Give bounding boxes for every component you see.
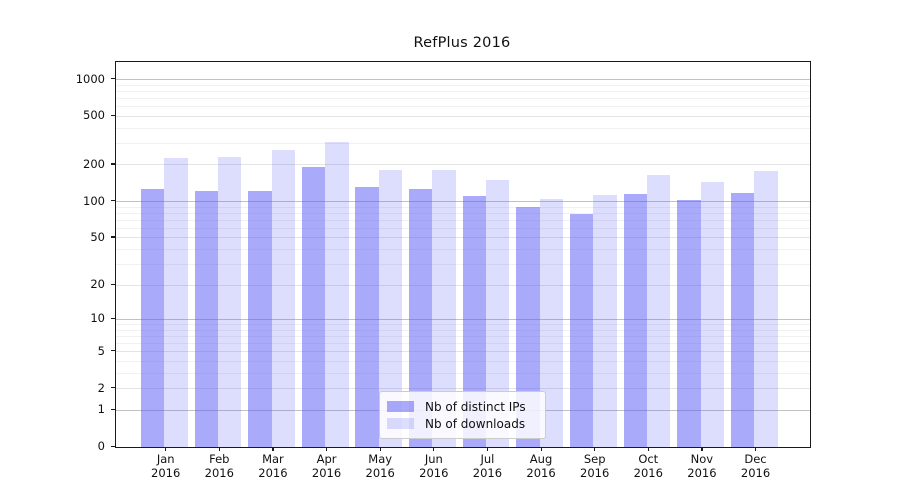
y-tick-mark-100 bbox=[110, 200, 115, 202]
x-tick-mark-oct bbox=[647, 447, 649, 451]
bar-ips-aug bbox=[516, 207, 540, 447]
gridline-y-500 bbox=[116, 115, 810, 117]
x-tick-label-jul: Jul 2016 bbox=[472, 452, 503, 480]
legend-swatch-downloads-icon bbox=[387, 418, 414, 429]
bar-downloads-dec bbox=[754, 170, 778, 447]
legend-item-distinct-ips: Nb of distinct IPs bbox=[387, 398, 537, 415]
legend: Nb of distinct IPs Nb of downloads bbox=[379, 391, 546, 439]
x-tick-label-may: May 2016 bbox=[365, 452, 395, 480]
gridline-y-400 bbox=[116, 127, 810, 129]
y-tick-mark-50 bbox=[110, 236, 115, 238]
y-tick-label-1: 1 bbox=[97, 402, 105, 417]
y-tick-label-10: 10 bbox=[90, 311, 105, 326]
x-tick-mark-sep bbox=[594, 447, 596, 451]
x-tick-label-jun: Jun 2016 bbox=[419, 452, 449, 480]
bar-ips-sep bbox=[569, 213, 594, 447]
y-tick-mark-1000 bbox=[110, 78, 115, 80]
x-tick-mark-feb bbox=[218, 447, 220, 451]
x-tick-label-nov: Nov 2016 bbox=[687, 452, 717, 480]
x-tick-label-aug: Aug 2016 bbox=[526, 452, 556, 480]
y-tick-mark-200 bbox=[110, 163, 115, 165]
x-tick-label-mar: Mar 2016 bbox=[258, 452, 288, 480]
bar-downloads-sep bbox=[593, 195, 617, 447]
bar-ips-jul bbox=[462, 196, 487, 447]
x-tick-label-feb: Feb 2016 bbox=[204, 452, 234, 480]
y-tick-mark-5 bbox=[110, 350, 115, 352]
x-tick-mark-dec bbox=[755, 447, 757, 451]
legend-label-ips: Nb of distinct IPs bbox=[425, 399, 526, 414]
gridline-y-600 bbox=[116, 106, 810, 108]
bar-downloads-oct bbox=[646, 175, 671, 447]
y-tick-mark-1 bbox=[110, 408, 115, 410]
bar-ips-mar bbox=[248, 190, 272, 447]
bar-ips-feb bbox=[194, 191, 218, 447]
bar-ips-may bbox=[355, 187, 379, 447]
bar-ips-jun bbox=[409, 188, 433, 447]
bar-ips-oct bbox=[623, 193, 647, 447]
y-tick-label-0: 0 bbox=[97, 439, 105, 453]
gridline-y-700 bbox=[116, 97, 810, 99]
x-tick-label-apr: Apr 2016 bbox=[311, 452, 342, 480]
gridline-y-200 bbox=[116, 164, 810, 166]
chart-title: RefPlus 2016 bbox=[413, 35, 511, 51]
bar-downloads-may bbox=[378, 170, 403, 447]
y-tick-mark-2 bbox=[110, 387, 115, 389]
x-tick-mark-mar bbox=[272, 447, 274, 451]
bar-downloads-apr bbox=[325, 141, 349, 447]
x-tick-mark-aug bbox=[540, 447, 542, 451]
plot-area: Nb of distinct IPs Nb of downloads bbox=[115, 61, 811, 448]
gridline-y-900 bbox=[116, 84, 810, 86]
y-tick-mark-20 bbox=[110, 283, 115, 285]
bar-ips-apr bbox=[301, 166, 326, 447]
bar-ips-jan bbox=[141, 188, 165, 447]
y-tick-label-50: 50 bbox=[90, 229, 105, 244]
y-tick-mark-10 bbox=[110, 317, 115, 320]
legend-label-downloads: Nb of downloads bbox=[425, 416, 526, 431]
y-tick-label-20: 20 bbox=[90, 277, 105, 292]
y-tick-label-2: 2 bbox=[97, 380, 105, 395]
x-tick-label-dec: Dec 2016 bbox=[740, 452, 771, 480]
bar-ips-nov bbox=[677, 200, 701, 447]
legend-swatch-ips-icon bbox=[387, 401, 414, 412]
x-tick-mark-jul bbox=[486, 447, 489, 451]
y-tick-mark-500 bbox=[110, 114, 115, 116]
x-tick-mark-jun bbox=[433, 447, 435, 451]
gridline-y-800 bbox=[116, 90, 810, 92]
y-tick-label-1000: 1000 bbox=[75, 71, 105, 86]
x-tick-mark-nov bbox=[701, 447, 703, 451]
gridline-y-300 bbox=[116, 142, 810, 144]
x-tick-mark-may bbox=[379, 447, 381, 451]
bar-ips-dec bbox=[730, 192, 755, 447]
x-tick-label-sep: Sep 2016 bbox=[580, 452, 610, 480]
x-tick-mark-jan bbox=[165, 447, 167, 451]
bar-downloads-jul bbox=[486, 180, 510, 447]
bar-downloads-aug bbox=[539, 198, 564, 447]
legend-item-downloads: Nb of downloads bbox=[387, 415, 537, 432]
y-tick-label-200: 200 bbox=[83, 156, 105, 171]
gridline-y-1000 bbox=[116, 79, 810, 80]
bar-downloads-nov bbox=[700, 182, 724, 447]
bar-downloads-jun bbox=[432, 169, 456, 447]
y-tick-label-500: 500 bbox=[83, 108, 105, 123]
bar-downloads-feb bbox=[217, 156, 242, 447]
bar-downloads-jan bbox=[164, 157, 188, 447]
bar-downloads-mar bbox=[271, 149, 295, 447]
x-tick-label-jan: Jan 2016 bbox=[151, 452, 181, 480]
x-tick-label-oct: Oct 2016 bbox=[633, 452, 663, 480]
y-tick-label-5: 5 bbox=[97, 343, 105, 358]
x-tick-mark-apr bbox=[326, 447, 328, 451]
y-tick-label-100: 100 bbox=[83, 193, 105, 208]
y-tick-mark-0 bbox=[110, 445, 115, 447]
